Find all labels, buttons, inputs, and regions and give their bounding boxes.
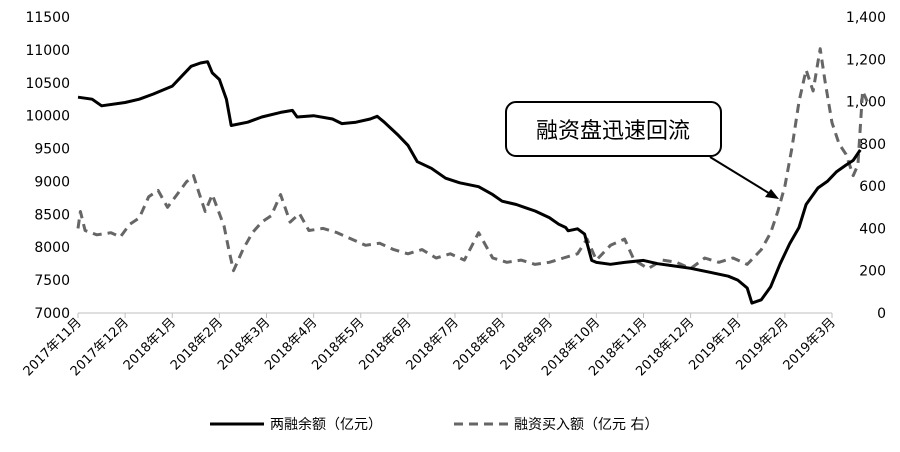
- x-axis: 2017年11月2017年12月2018年1月2018年2月2018年3月201…: [21, 312, 839, 379]
- left-y-tick-label: 7000: [34, 306, 70, 322]
- right-y-tick-label: 800: [859, 137, 886, 153]
- right-y-axis: 1,400 1,200 1,000 800 600 400 200 0: [846, 10, 886, 322]
- right-y-tick-label: 0: [877, 306, 886, 322]
- right-y-tick-label: 200: [859, 264, 886, 280]
- left-y-tick-label: 10000: [25, 109, 70, 125]
- annotation-arrow-head: [765, 189, 779, 199]
- right-y-tick-label: 1,000: [846, 95, 886, 111]
- left-y-tick-label: 9500: [34, 142, 70, 158]
- right-y-tick-label: 600: [859, 179, 886, 195]
- series-financing-buy-line: [76, 47, 869, 273]
- annotation-text: 融资盘迅速回流: [536, 119, 690, 144]
- left-y-tick-label: 7500: [34, 273, 70, 289]
- left-y-tick-label: 8500: [34, 207, 70, 223]
- right-y-tick-label: 400: [859, 221, 886, 237]
- legend-label-margin-balance: 两融余额（亿元）: [270, 416, 382, 433]
- right-y-tick-label: 1,400: [846, 10, 886, 26]
- legend: 两融余额（亿元） 融资买入额（亿元 右）: [210, 416, 658, 433]
- right-y-tick-label: 1,200: [846, 52, 886, 68]
- left-y-tick-label: 9000: [34, 174, 70, 190]
- series-margin-balance-line: [77, 60, 862, 305]
- annotation: 融资盘迅速回流: [505, 101, 779, 199]
- annotation-arrow-line: [709, 156, 773, 196]
- annotation-box: [505, 101, 722, 157]
- legend-label-financing-buy: 融资买入额（亿元 右）: [514, 417, 658, 433]
- left-y-axis: 11500 11000 10500 10000 9500 9000 8500 8000 7500…: [25, 10, 70, 322]
- left-y-tick-label: 10500: [25, 76, 70, 92]
- left-y-tick-label: 11000: [25, 43, 70, 59]
- left-y-tick-label: 8000: [34, 240, 70, 256]
- series-layer: [76, 47, 869, 305]
- left-y-tick-label: 11500: [25, 10, 70, 26]
